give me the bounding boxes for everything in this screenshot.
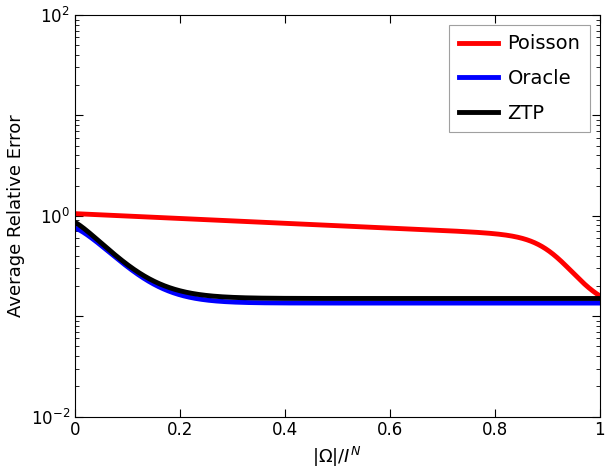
Poisson [162, 215, 170, 221]
ZTP [295, 296, 302, 301]
Poisson [272, 220, 280, 226]
Poisson [71, 211, 78, 217]
Oracle [131, 269, 138, 275]
Line: Oracle: Oracle [75, 228, 600, 303]
Legend: Poisson, Oracle, ZTP: Poisson, Oracle, ZTP [449, 25, 590, 132]
Poisson [295, 221, 302, 227]
ZTP [71, 219, 78, 225]
Oracle [71, 225, 78, 231]
Oracle [272, 300, 280, 306]
Oracle [596, 300, 603, 306]
Oracle [586, 300, 593, 306]
Oracle [162, 287, 170, 293]
Oracle [295, 300, 302, 306]
ZTP [272, 296, 280, 301]
X-axis label: $|\Omega|/I^N$: $|\Omega|/I^N$ [312, 445, 362, 469]
Line: ZTP: ZTP [75, 222, 600, 298]
Y-axis label: Average Relative Error: Average Relative Error [7, 114, 25, 317]
Line: Poisson: Poisson [75, 214, 600, 296]
ZTP [162, 283, 170, 289]
ZTP [529, 296, 537, 301]
Poisson [131, 214, 138, 219]
ZTP [596, 296, 603, 301]
Poisson [596, 293, 603, 298]
ZTP [131, 267, 138, 273]
ZTP [586, 296, 593, 301]
Poisson [586, 286, 593, 291]
Oracle [529, 300, 537, 306]
Poisson [529, 239, 537, 245]
